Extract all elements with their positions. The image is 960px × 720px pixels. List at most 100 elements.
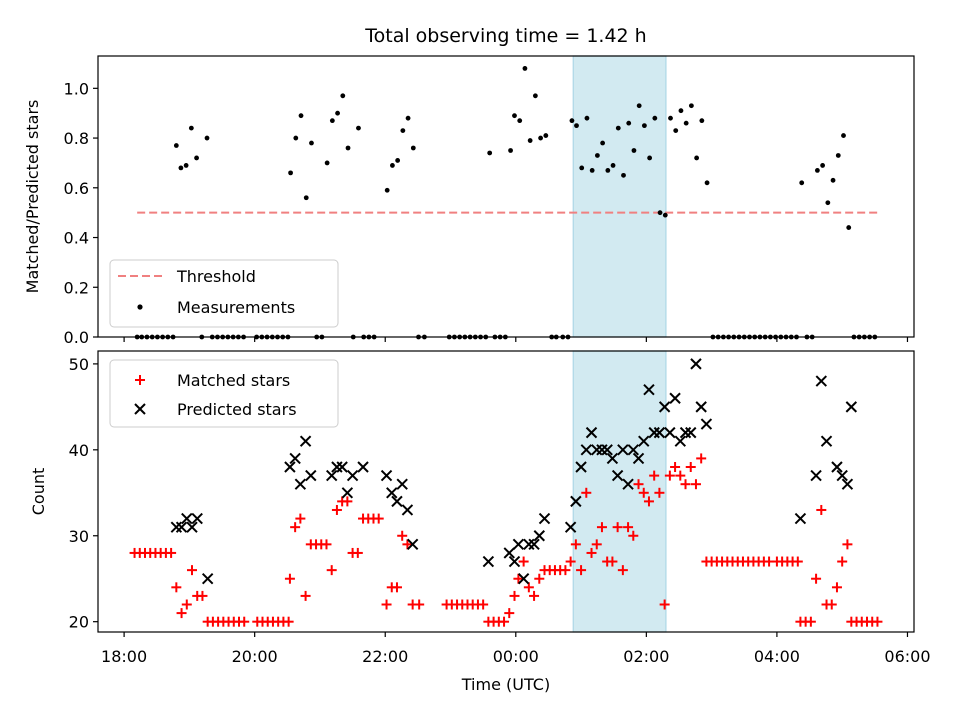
bottom-axes-frame (97, 350, 915, 633)
measurement-point (657, 210, 663, 216)
bottom-legend-box (109, 359, 339, 428)
matched-star-point (633, 479, 644, 490)
measurement-point (288, 170, 293, 176)
y-tick-label: 40 (69, 441, 89, 460)
matched-star-point (295, 513, 306, 524)
matched-star-point (675, 470, 686, 481)
y-tick-label: 0.6 (64, 179, 89, 198)
measurement-point (621, 172, 626, 178)
measurement-point (626, 120, 632, 126)
measurement-point (532, 93, 538, 99)
measurement-point (704, 180, 710, 186)
predicted-star-point (284, 461, 296, 473)
measurement-point (173, 143, 179, 148)
predicted-star-point (533, 530, 545, 542)
predicted-star-point (591, 444, 603, 456)
measurement-point (410, 145, 416, 151)
predicted-star-point (401, 504, 414, 516)
measurement-point (512, 113, 517, 119)
legend-predicted-swatch (134, 403, 146, 415)
x-tick-label: 22:00 (362, 647, 408, 666)
top-legend: Threshold Measurements (109, 259, 339, 328)
x-tick-label: 20:00 (232, 647, 278, 666)
predicted-star-point (695, 401, 707, 413)
matched-star-point (373, 513, 384, 524)
predicted-star-point (289, 452, 301, 465)
x-axis-label: Time (UTC) (461, 675, 550, 694)
measurement-point (610, 163, 616, 168)
matched-star-point (414, 599, 425, 610)
legend-threshold-label: Threshold (176, 267, 256, 286)
predicted-star-point (632, 452, 645, 465)
measurement-point (487, 150, 493, 156)
predicted-star-point (336, 461, 348, 473)
matched-star-point (612, 522, 623, 533)
measurement-point (600, 140, 606, 146)
matched-star-point (509, 590, 520, 601)
predicted-star-point (841, 478, 854, 490)
measurement-point (298, 113, 304, 119)
measurement-point (825, 200, 831, 206)
predicted-star-point (512, 538, 525, 551)
matched-star-point (529, 590, 540, 601)
measurement-point (688, 103, 694, 109)
matched-star-point (696, 453, 707, 464)
matched-star-point (181, 599, 192, 610)
matched-star-point (607, 556, 618, 567)
predicted-star-point (517, 573, 530, 585)
measurement-point (395, 158, 401, 163)
predicted-star-point (294, 478, 307, 490)
matched-star-point (816, 504, 827, 515)
matched-star-point (617, 565, 628, 576)
measurement-point (543, 133, 549, 138)
measurement-point (641, 123, 647, 129)
matched-star-point (290, 522, 301, 533)
predicted-star-point (201, 573, 214, 585)
predicted-star-point (325, 469, 338, 482)
predicted-star-point (664, 426, 676, 439)
measurement-point (522, 66, 528, 71)
matched-star-point (197, 590, 208, 601)
matched-star-point (342, 496, 353, 507)
measurement-point (699, 118, 705, 124)
matched-star-point (576, 565, 587, 576)
matched-star-point (166, 547, 177, 558)
predicted-star-point (523, 538, 535, 551)
matched-star-point (560, 565, 571, 576)
matched-star-point (649, 470, 660, 481)
measurement-point (589, 167, 595, 173)
measurement-point (508, 148, 513, 153)
predicted-star-point (585, 426, 598, 439)
measurement-point (820, 163, 826, 168)
predicted-star-point (810, 469, 822, 482)
measurement-point (390, 163, 395, 168)
bottom-highlight-span (572, 350, 667, 633)
predicted-star-point (346, 469, 359, 482)
matched-star-point (176, 608, 187, 619)
matched-star-point (504, 608, 515, 619)
predicted-star-point (794, 512, 807, 525)
x-tick-label: 00:00 (493, 647, 539, 666)
matched-star-point (239, 616, 250, 627)
matched-star-point (283, 616, 294, 627)
y-tick-label: 50 (69, 355, 89, 374)
x-tick-label: 18:00 (101, 647, 147, 666)
measurement-point (647, 155, 653, 161)
matched-star-point (171, 582, 182, 593)
matched-star-point (842, 539, 853, 550)
measurement-point (309, 140, 314, 146)
x-tick-label: 06:00 (884, 647, 930, 666)
predicted-star-point (191, 512, 203, 525)
predicted-star-point (341, 487, 354, 499)
top-x-ticks (123, 337, 909, 342)
predicted-star-point (170, 521, 183, 533)
x-tick-label: 02:00 (623, 647, 669, 666)
x-tick-label: 04:00 (754, 647, 800, 666)
matched-star-point (805, 616, 816, 627)
predicted-star-point (528, 538, 540, 551)
measurement-point (605, 167, 611, 173)
matched-star-point (837, 556, 848, 567)
predicted-star-point (836, 469, 848, 482)
predicted-star-point (611, 469, 624, 482)
